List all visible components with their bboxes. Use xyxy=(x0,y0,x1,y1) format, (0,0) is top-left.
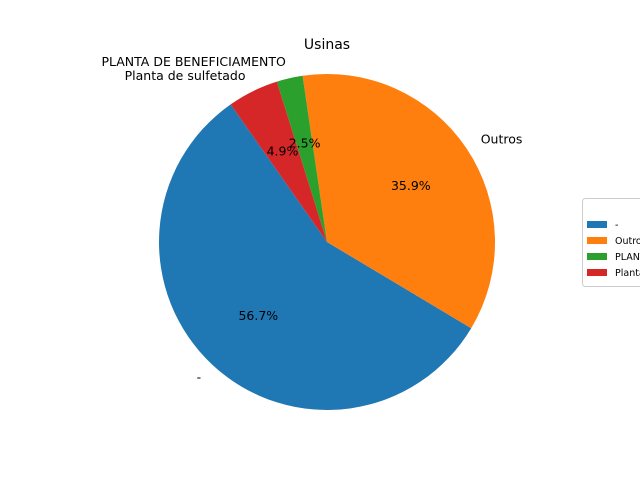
legend-swatch-planta-de-sulfetado xyxy=(587,269,607,276)
chart-title: Usinas xyxy=(304,37,350,53)
slice-percent-planta-de-sulfetado: 4.9% xyxy=(267,144,299,159)
legend-swatch-outros xyxy=(587,237,607,244)
slice-label-planta-de-beneficiamento: PLANTA DE BENEFICIAMENTO xyxy=(101,54,286,69)
pie-slice-planta-de-sulfetado xyxy=(230,81,327,243)
slice-label-dash: - xyxy=(197,369,202,384)
slice-label-planta-de-sulfetado: Planta de sulfetado xyxy=(125,68,246,83)
slice-percent-planta-de-beneficiamento: 2.5% xyxy=(289,136,321,151)
pie-slice-planta-de-beneficiamento xyxy=(276,75,327,242)
pie-slice-dash xyxy=(159,104,472,410)
legend-frame xyxy=(582,198,640,287)
slice-percent-dash: 56.7% xyxy=(238,308,278,323)
legend-swatch-planta-de-beneficiamento xyxy=(587,253,607,260)
pie-slice-outros xyxy=(302,74,495,329)
legend-label-dash: - xyxy=(615,220,618,231)
legend: - Outros PLANTA DE BENEFICIAMENTO Planta de… xyxy=(582,198,640,287)
legend-label-planta-de-beneficiamento: PLANTA DE BENEFICIAMENTO xyxy=(615,252,640,263)
slice-percent-outros: 35.9% xyxy=(391,178,431,193)
slice-label-outros: Outros xyxy=(481,131,523,146)
legend-swatch-dash xyxy=(587,221,607,228)
legend-label-outros: Outros xyxy=(615,236,640,247)
legend-label-planta-de-sulfetado: Planta de sulfetado xyxy=(615,268,640,279)
